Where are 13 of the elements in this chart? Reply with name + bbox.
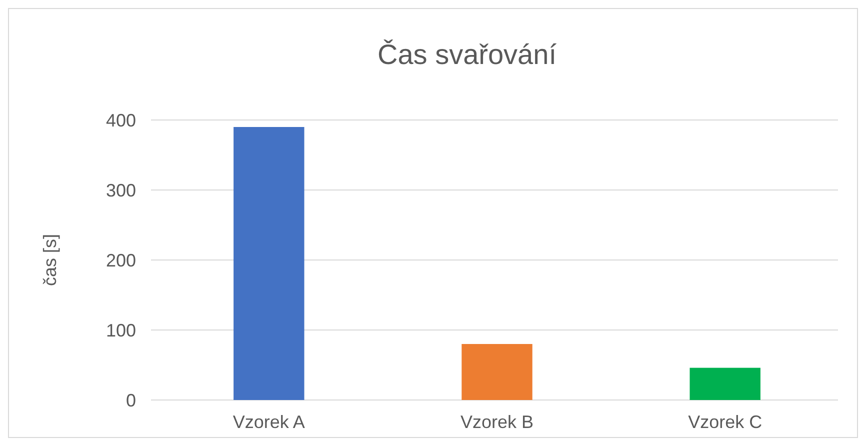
bar [462, 344, 532, 400]
y-tick-label: 100 [106, 320, 136, 340]
y-tick-label: 300 [106, 180, 136, 200]
bar [690, 368, 760, 400]
x-tick-label: Vzorek B [460, 412, 534, 432]
y-tick-label: 0 [126, 390, 136, 410]
x-tick-label: Vzorek C [688, 412, 762, 432]
y-axis-title: čas [s] [40, 234, 60, 286]
y-tick-label: 400 [106, 110, 136, 130]
bar [234, 127, 304, 400]
y-tick-label: 200 [106, 250, 136, 270]
chart-title: Čas svařování [378, 39, 557, 70]
x-tick-label: Vzorek A [232, 412, 305, 432]
